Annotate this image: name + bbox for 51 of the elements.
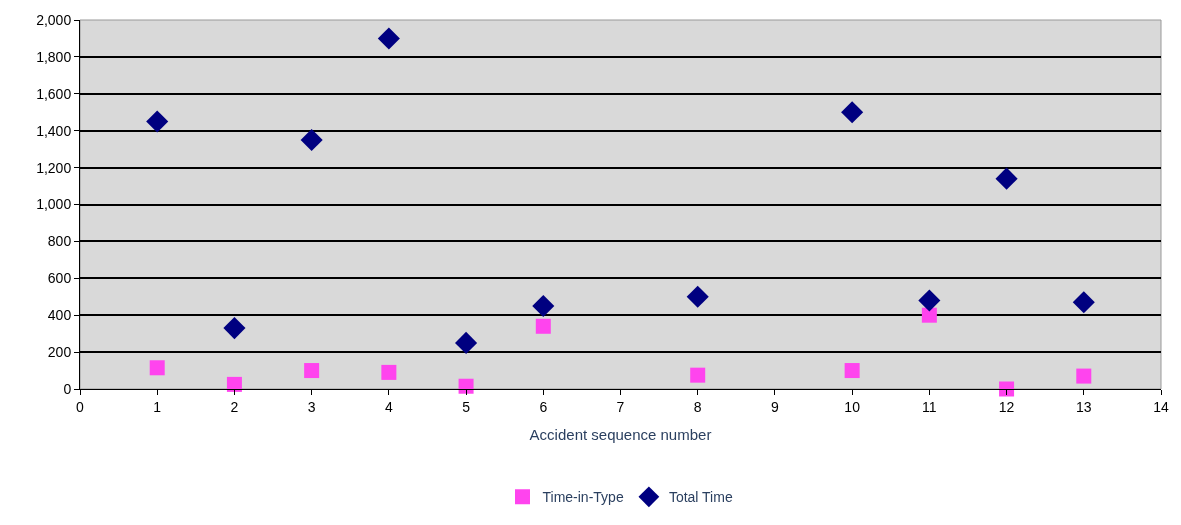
x-tick-label: 5 xyxy=(462,398,471,415)
legend-label: Time-in-Type xyxy=(542,489,624,506)
x-tick-label: 3 xyxy=(307,398,316,415)
x-tick-label: 1 xyxy=(153,398,162,415)
y-tick-label: 1,800 xyxy=(36,48,72,65)
x-tick-label: 12 xyxy=(998,398,1015,415)
point xyxy=(918,289,941,312)
x-tick-label: 0 xyxy=(76,398,85,415)
x-tick-label: 7 xyxy=(616,398,625,415)
x-tick-label: 9 xyxy=(771,398,780,415)
point xyxy=(532,294,555,318)
point xyxy=(844,363,860,379)
x-tick-label: 11 xyxy=(922,398,937,415)
x-tick-label: 8 xyxy=(693,398,702,415)
point xyxy=(535,318,551,334)
y-tick-label: 1,400 xyxy=(36,122,72,139)
point xyxy=(999,381,1015,397)
x-axis-title: Accident sequence number xyxy=(529,425,712,443)
point xyxy=(381,364,397,380)
point xyxy=(841,101,864,124)
y-tick-label: 200 xyxy=(47,344,72,360)
point xyxy=(149,360,165,376)
point xyxy=(377,27,400,50)
y-tick-label: 1,600 xyxy=(36,85,72,102)
x-tick-label: 10 xyxy=(844,398,861,415)
y-tick-label: 2,000 xyxy=(36,11,72,28)
x-tick-label: 4 xyxy=(384,398,393,415)
point xyxy=(690,367,706,383)
x-tick-label: 2 xyxy=(230,398,239,415)
y-tick-label: 800 xyxy=(47,233,72,250)
y-tick-label: 1,000 xyxy=(36,196,72,213)
legend-label: Total Time xyxy=(668,489,733,506)
point xyxy=(300,128,323,151)
point xyxy=(223,317,246,340)
y-tick-label: 0 xyxy=(63,380,72,397)
point xyxy=(921,307,937,323)
x-tick-label: 13 xyxy=(1076,398,1092,415)
point xyxy=(226,376,242,392)
point xyxy=(458,378,474,394)
y-tick-label: 400 xyxy=(47,307,72,324)
y-tick-label: 600 xyxy=(47,270,72,287)
point xyxy=(1072,291,1095,314)
point xyxy=(146,110,169,133)
point xyxy=(304,363,320,379)
x-tick-label: 6 xyxy=(539,398,548,415)
x-tick-label: 14 xyxy=(1153,398,1169,415)
point xyxy=(1076,368,1092,384)
y-tick-label: 1,200 xyxy=(36,159,72,176)
point xyxy=(995,167,1018,190)
point xyxy=(455,331,478,354)
point xyxy=(686,285,709,308)
